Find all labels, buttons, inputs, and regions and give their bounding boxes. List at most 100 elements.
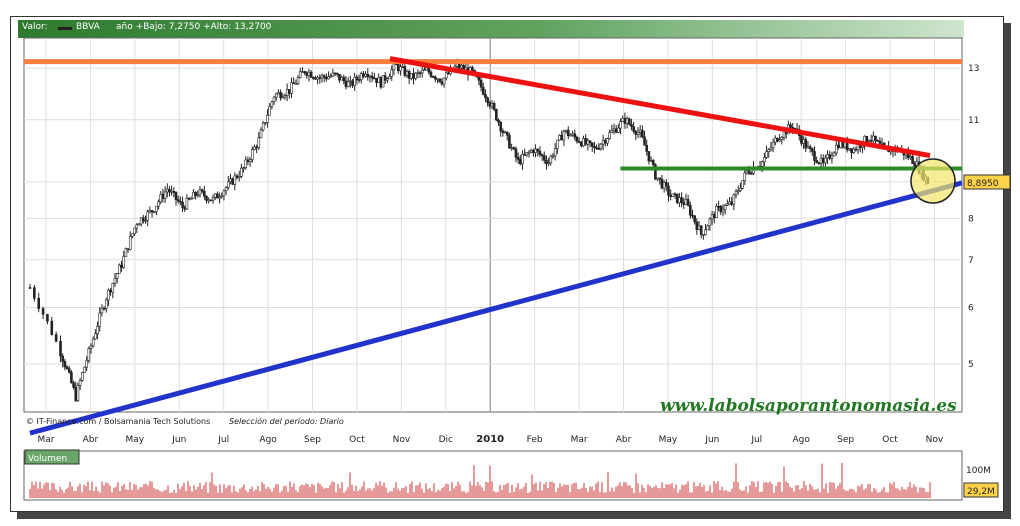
- x-tick-label: Dic: [439, 435, 453, 445]
- candle-body: [353, 76, 356, 86]
- candle-body: [512, 147, 516, 150]
- candle-body: [675, 193, 679, 204]
- candle-body: [115, 273, 119, 279]
- candle-body: [311, 77, 315, 79]
- candle-body: [747, 170, 751, 174]
- candle-body: [170, 190, 173, 193]
- candle-body: [852, 148, 856, 154]
- candle-body: [100, 307, 104, 314]
- candle-body: [61, 355, 64, 362]
- candle-body: [665, 182, 668, 187]
- x-tick-label: Ago: [792, 435, 810, 445]
- candle-body: [231, 178, 234, 185]
- candle-body: [590, 142, 594, 147]
- candle-body: [551, 155, 555, 158]
- candle-body: [540, 154, 544, 157]
- candle-body: [828, 154, 832, 159]
- candle-body: [571, 133, 574, 136]
- watermark: www.labolsaporantonomasia.es: [660, 396, 957, 416]
- candle-body: [240, 167, 243, 177]
- candle-body: [388, 76, 391, 80]
- candle-body: [776, 137, 779, 142]
- candle-body: [760, 161, 764, 167]
- candle-body: [529, 150, 533, 153]
- candle-body: [163, 191, 167, 199]
- candle-body: [654, 164, 657, 180]
- candle-body: [497, 119, 500, 123]
- candle-body: [316, 77, 319, 80]
- candle-body: [227, 181, 230, 188]
- candle-body: [331, 72, 335, 77]
- candle-body: [207, 199, 210, 202]
- candle-body: [564, 129, 568, 132]
- candle-body: [667, 185, 670, 196]
- candle-body: [523, 153, 526, 156]
- candle-body: [780, 137, 784, 140]
- candle-body: [688, 204, 692, 216]
- x-tick-label: Mar: [571, 435, 588, 445]
- candle-body: [85, 360, 88, 368]
- candle-body: [556, 139, 559, 149]
- x-tick-label: Jun: [171, 435, 186, 445]
- candle-body: [460, 65, 463, 69]
- candle-body: [649, 160, 653, 162]
- candle-body: [684, 199, 688, 205]
- candle-body: [743, 172, 747, 181]
- candle-body: [599, 143, 603, 149]
- candle-body: [200, 189, 204, 192]
- candle-body: [264, 122, 267, 124]
- candle-body: [248, 159, 252, 162]
- candle-body: [542, 155, 546, 161]
- candle-body: [534, 148, 537, 153]
- candle-body: [122, 256, 126, 268]
- candle-body: [880, 142, 884, 145]
- candle-body: [510, 147, 513, 149]
- candle-body: [802, 139, 805, 144]
- candle-body: [588, 140, 592, 144]
- candle-body: [224, 187, 228, 192]
- candle-body: [869, 140, 873, 142]
- candle-body: [584, 138, 587, 145]
- candle-body: [519, 159, 522, 165]
- candle-body: [70, 371, 73, 384]
- candle-body: [296, 77, 300, 84]
- candle-body: [867, 140, 871, 143]
- candle-body: [527, 151, 531, 154]
- candle-body: [440, 81, 444, 85]
- y-tick-label: 5: [968, 360, 974, 370]
- candle-body: [710, 214, 714, 220]
- candle-body: [658, 177, 662, 180]
- candle-body: [327, 76, 330, 80]
- candle-body: [63, 361, 67, 368]
- candle-body: [730, 201, 733, 205]
- candle-body: [246, 159, 250, 162]
- candle-body: [118, 264, 121, 274]
- candle-body: [314, 77, 317, 80]
- candle-body: [865, 135, 869, 143]
- candle-body: [205, 195, 208, 201]
- candle-body: [67, 368, 71, 373]
- candle-body: [307, 71, 311, 76]
- candle-body: [819, 158, 823, 164]
- candle-body: [656, 177, 659, 180]
- candle-body: [625, 118, 629, 124]
- candle-body: [322, 75, 326, 78]
- candle-body: [187, 197, 191, 200]
- candle-body: [281, 96, 285, 99]
- candle-body: [135, 224, 139, 229]
- candle-body: [37, 298, 41, 309]
- valor-label: Valor:: [22, 22, 48, 32]
- candle-body: [566, 129, 570, 136]
- chart-header: Valor: BBVA año +Bajo: 7,2750 +Alto: 13,…: [18, 20, 964, 38]
- candle-body: [222, 190, 226, 197]
- candle-body: [423, 69, 426, 71]
- candle-body: [373, 77, 376, 80]
- candle-body: [854, 148, 858, 151]
- candle-body: [211, 197, 215, 201]
- candle-body: [750, 173, 753, 175]
- candle-body: [213, 193, 217, 198]
- candle-body: [233, 175, 237, 185]
- candle-body: [320, 75, 324, 79]
- candle-body: [379, 77, 383, 88]
- candle-body: [436, 78, 439, 81]
